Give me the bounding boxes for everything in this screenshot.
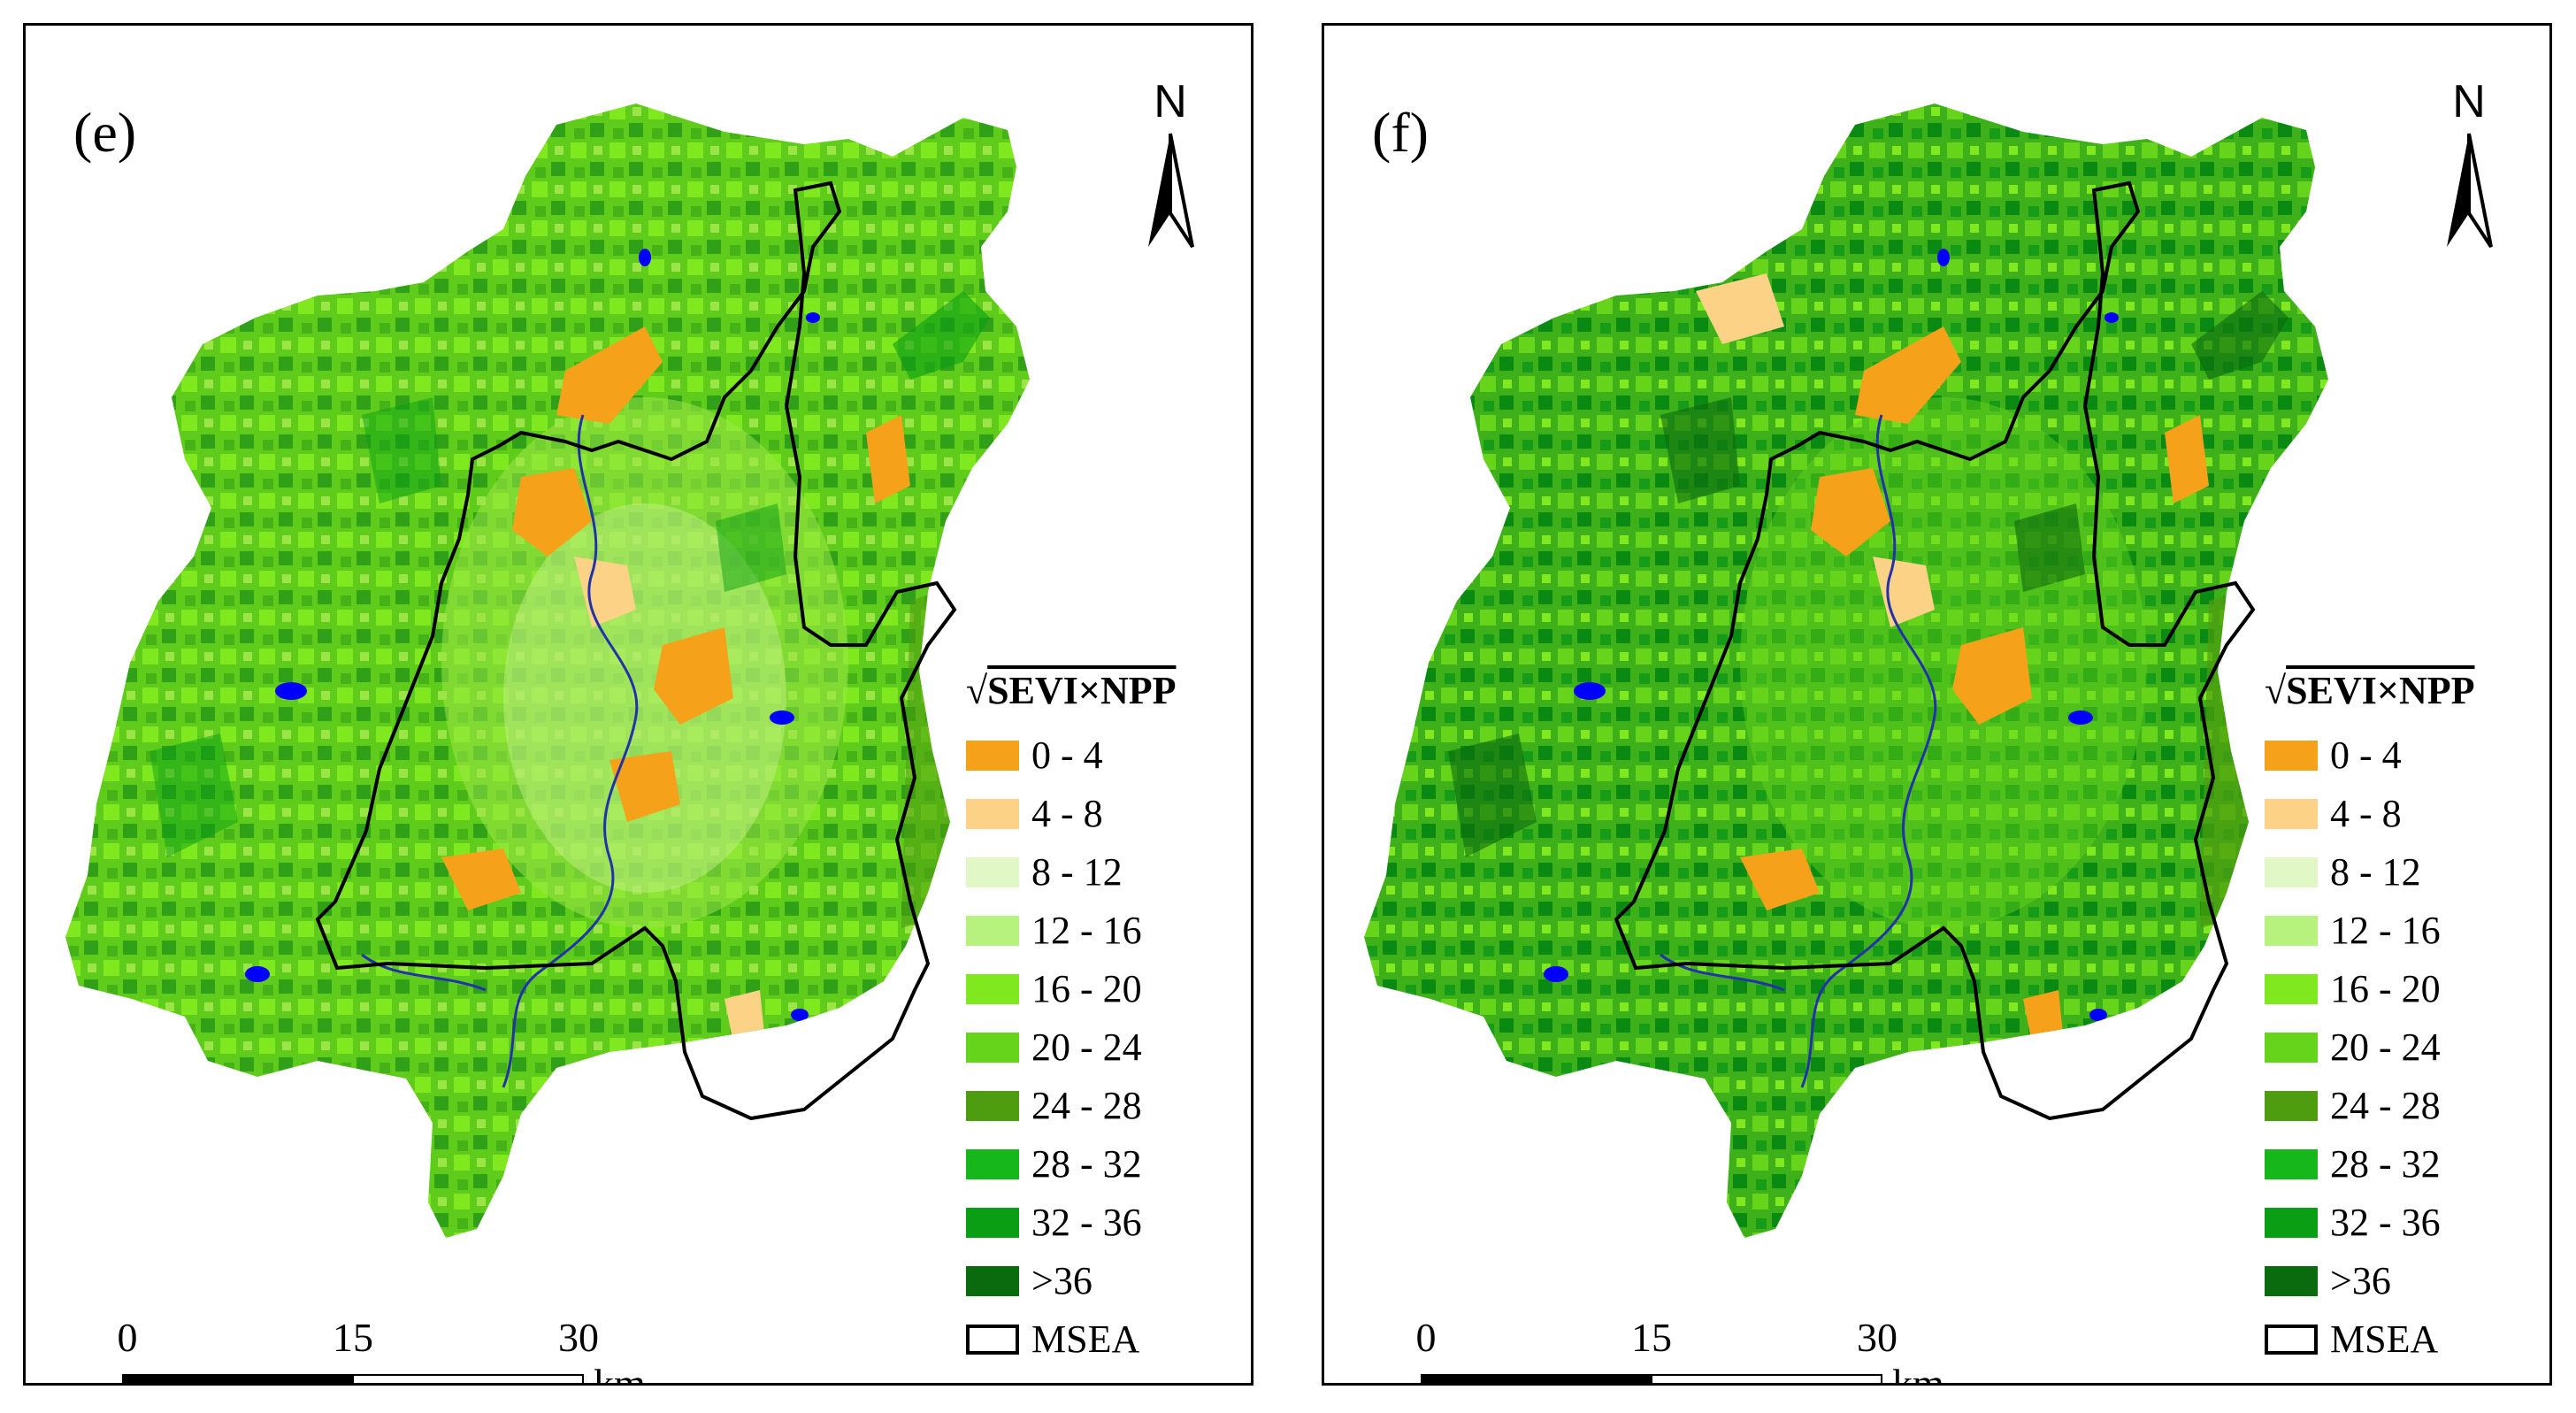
legend-label: MSEA xyxy=(2330,1317,2439,1361)
legend-label: 0 - 4 xyxy=(2330,733,2402,777)
legend-label: 24 - 28 xyxy=(1031,1084,1142,1127)
land-cover-raster-e xyxy=(65,104,1030,1238)
scale-bar-black xyxy=(1421,1374,1652,1383)
legend-swatch xyxy=(2265,1383,2318,1386)
legend-label: 4 - 8 xyxy=(2330,792,2402,835)
legend-swatch xyxy=(966,1325,1019,1355)
legend-label: 12 - 16 xyxy=(2330,909,2441,952)
legend-swatch xyxy=(966,741,1019,771)
msea-boundary-e xyxy=(315,180,957,1121)
legend-swatch xyxy=(2265,1033,2318,1063)
msea-boundary-f xyxy=(1614,180,2256,1121)
legend-label: 28 - 32 xyxy=(2330,1142,2441,1186)
legend-swatch xyxy=(966,1149,1019,1179)
north-arrow: N xyxy=(1117,79,1223,252)
legend-swatch xyxy=(2265,1091,2318,1121)
scale-tick-0: 0 xyxy=(1415,1315,1437,1360)
legend-title: √SEVI×NPP xyxy=(2265,668,2474,713)
legend-swatch xyxy=(2265,741,2318,771)
north-arrow: N xyxy=(2416,79,2522,252)
legend-label: 12 - 16 xyxy=(1031,909,1142,952)
legend-label: 8 - 12 xyxy=(1031,850,1123,894)
legend-swatch xyxy=(966,1208,1019,1238)
legend-label: Water xyxy=(2330,1378,2422,1384)
scale-tick-0: 0 xyxy=(117,1315,138,1360)
north-arrow-icon xyxy=(1148,133,1194,249)
scale-bar: 0 15 30 km xyxy=(1397,1314,1998,1386)
scale-tick-15: 15 xyxy=(333,1315,373,1360)
legend-swatch xyxy=(2265,916,2318,946)
map-panel-e: (e) N √SEVI×NPP 0 - 4 4 - 8 8 - 12 12 - 16 1… xyxy=(23,23,1254,1386)
legend-label: 20 - 24 xyxy=(2330,1025,2441,1069)
legend-swatch xyxy=(966,1033,1019,1063)
scale-bar: 0 15 30 km xyxy=(98,1314,700,1386)
scale-tick-30: 30 xyxy=(558,1315,599,1360)
legend-swatch xyxy=(2265,1149,2318,1179)
panel-label: (f) xyxy=(1372,101,1429,164)
legend-label: 20 - 24 xyxy=(1031,1025,1142,1069)
legend-title-radicand: SEVI×NPP xyxy=(2286,669,2475,712)
scale-tick-30: 30 xyxy=(1857,1315,1898,1360)
legend-label: 32 - 36 xyxy=(1031,1201,1142,1244)
legend-label: 32 - 36 xyxy=(2330,1201,2441,1244)
legend-label: 8 - 12 xyxy=(2330,850,2421,894)
legend-swatch xyxy=(966,1266,1019,1296)
legend-label: 0 - 4 xyxy=(1031,733,1103,777)
legend-label: 16 - 20 xyxy=(1031,967,1142,1010)
legend-label: 16 - 20 xyxy=(2330,967,2441,1010)
map-canvas-f xyxy=(1364,104,2328,1238)
map-canvas-e xyxy=(65,104,1030,1238)
scale-bar-white xyxy=(1651,1374,1882,1383)
land-cover-raster-f xyxy=(1364,104,2328,1238)
map-panel-f: (f) N √SEVI×NPP 0 - 4 4 - 8 8 - 12 12 - 16 1… xyxy=(1322,23,2552,1386)
legend-label: 4 - 8 xyxy=(1031,792,1103,835)
north-letter: N xyxy=(2452,76,2486,127)
legend-label: MSEA xyxy=(1031,1317,1140,1361)
legend-label: 24 - 28 xyxy=(2330,1084,2441,1127)
legend-title: √SEVI×NPP xyxy=(966,668,1176,713)
scale-unit: km xyxy=(1892,1361,1944,1386)
legend-title-radical: √ xyxy=(966,669,988,712)
north-letter: N xyxy=(1154,76,1187,127)
legend-swatch xyxy=(2265,857,2318,887)
legend-swatch xyxy=(966,1383,1019,1386)
legend-title-radicand: SEVI×NPP xyxy=(987,669,1177,712)
legend-swatch xyxy=(2265,799,2318,829)
scale-tick-15: 15 xyxy=(1631,1315,1672,1360)
scale-unit: km xyxy=(594,1361,646,1386)
legend-swatch xyxy=(2265,1208,2318,1238)
legend-label: 28 - 32 xyxy=(1031,1142,1142,1186)
scale-bar-black xyxy=(122,1374,354,1383)
legend-label: >36 xyxy=(2330,1259,2391,1302)
legend-title-radical: √ xyxy=(2265,669,2287,712)
legend-swatch xyxy=(966,1091,1019,1121)
legend-swatch xyxy=(2265,1325,2318,1355)
panel-label: (e) xyxy=(73,101,137,164)
legend-swatch xyxy=(2265,974,2318,1004)
legend-swatch xyxy=(966,799,1019,829)
legend-label: >36 xyxy=(1031,1259,1092,1302)
north-arrow-icon xyxy=(2447,133,2493,249)
legend-label: Water xyxy=(1031,1378,1123,1384)
legend-swatch xyxy=(966,857,1019,887)
legend-swatch xyxy=(2265,1266,2318,1296)
scale-bar-white xyxy=(352,1374,584,1383)
legend-swatch xyxy=(966,974,1019,1004)
legend-swatch xyxy=(966,916,1019,946)
